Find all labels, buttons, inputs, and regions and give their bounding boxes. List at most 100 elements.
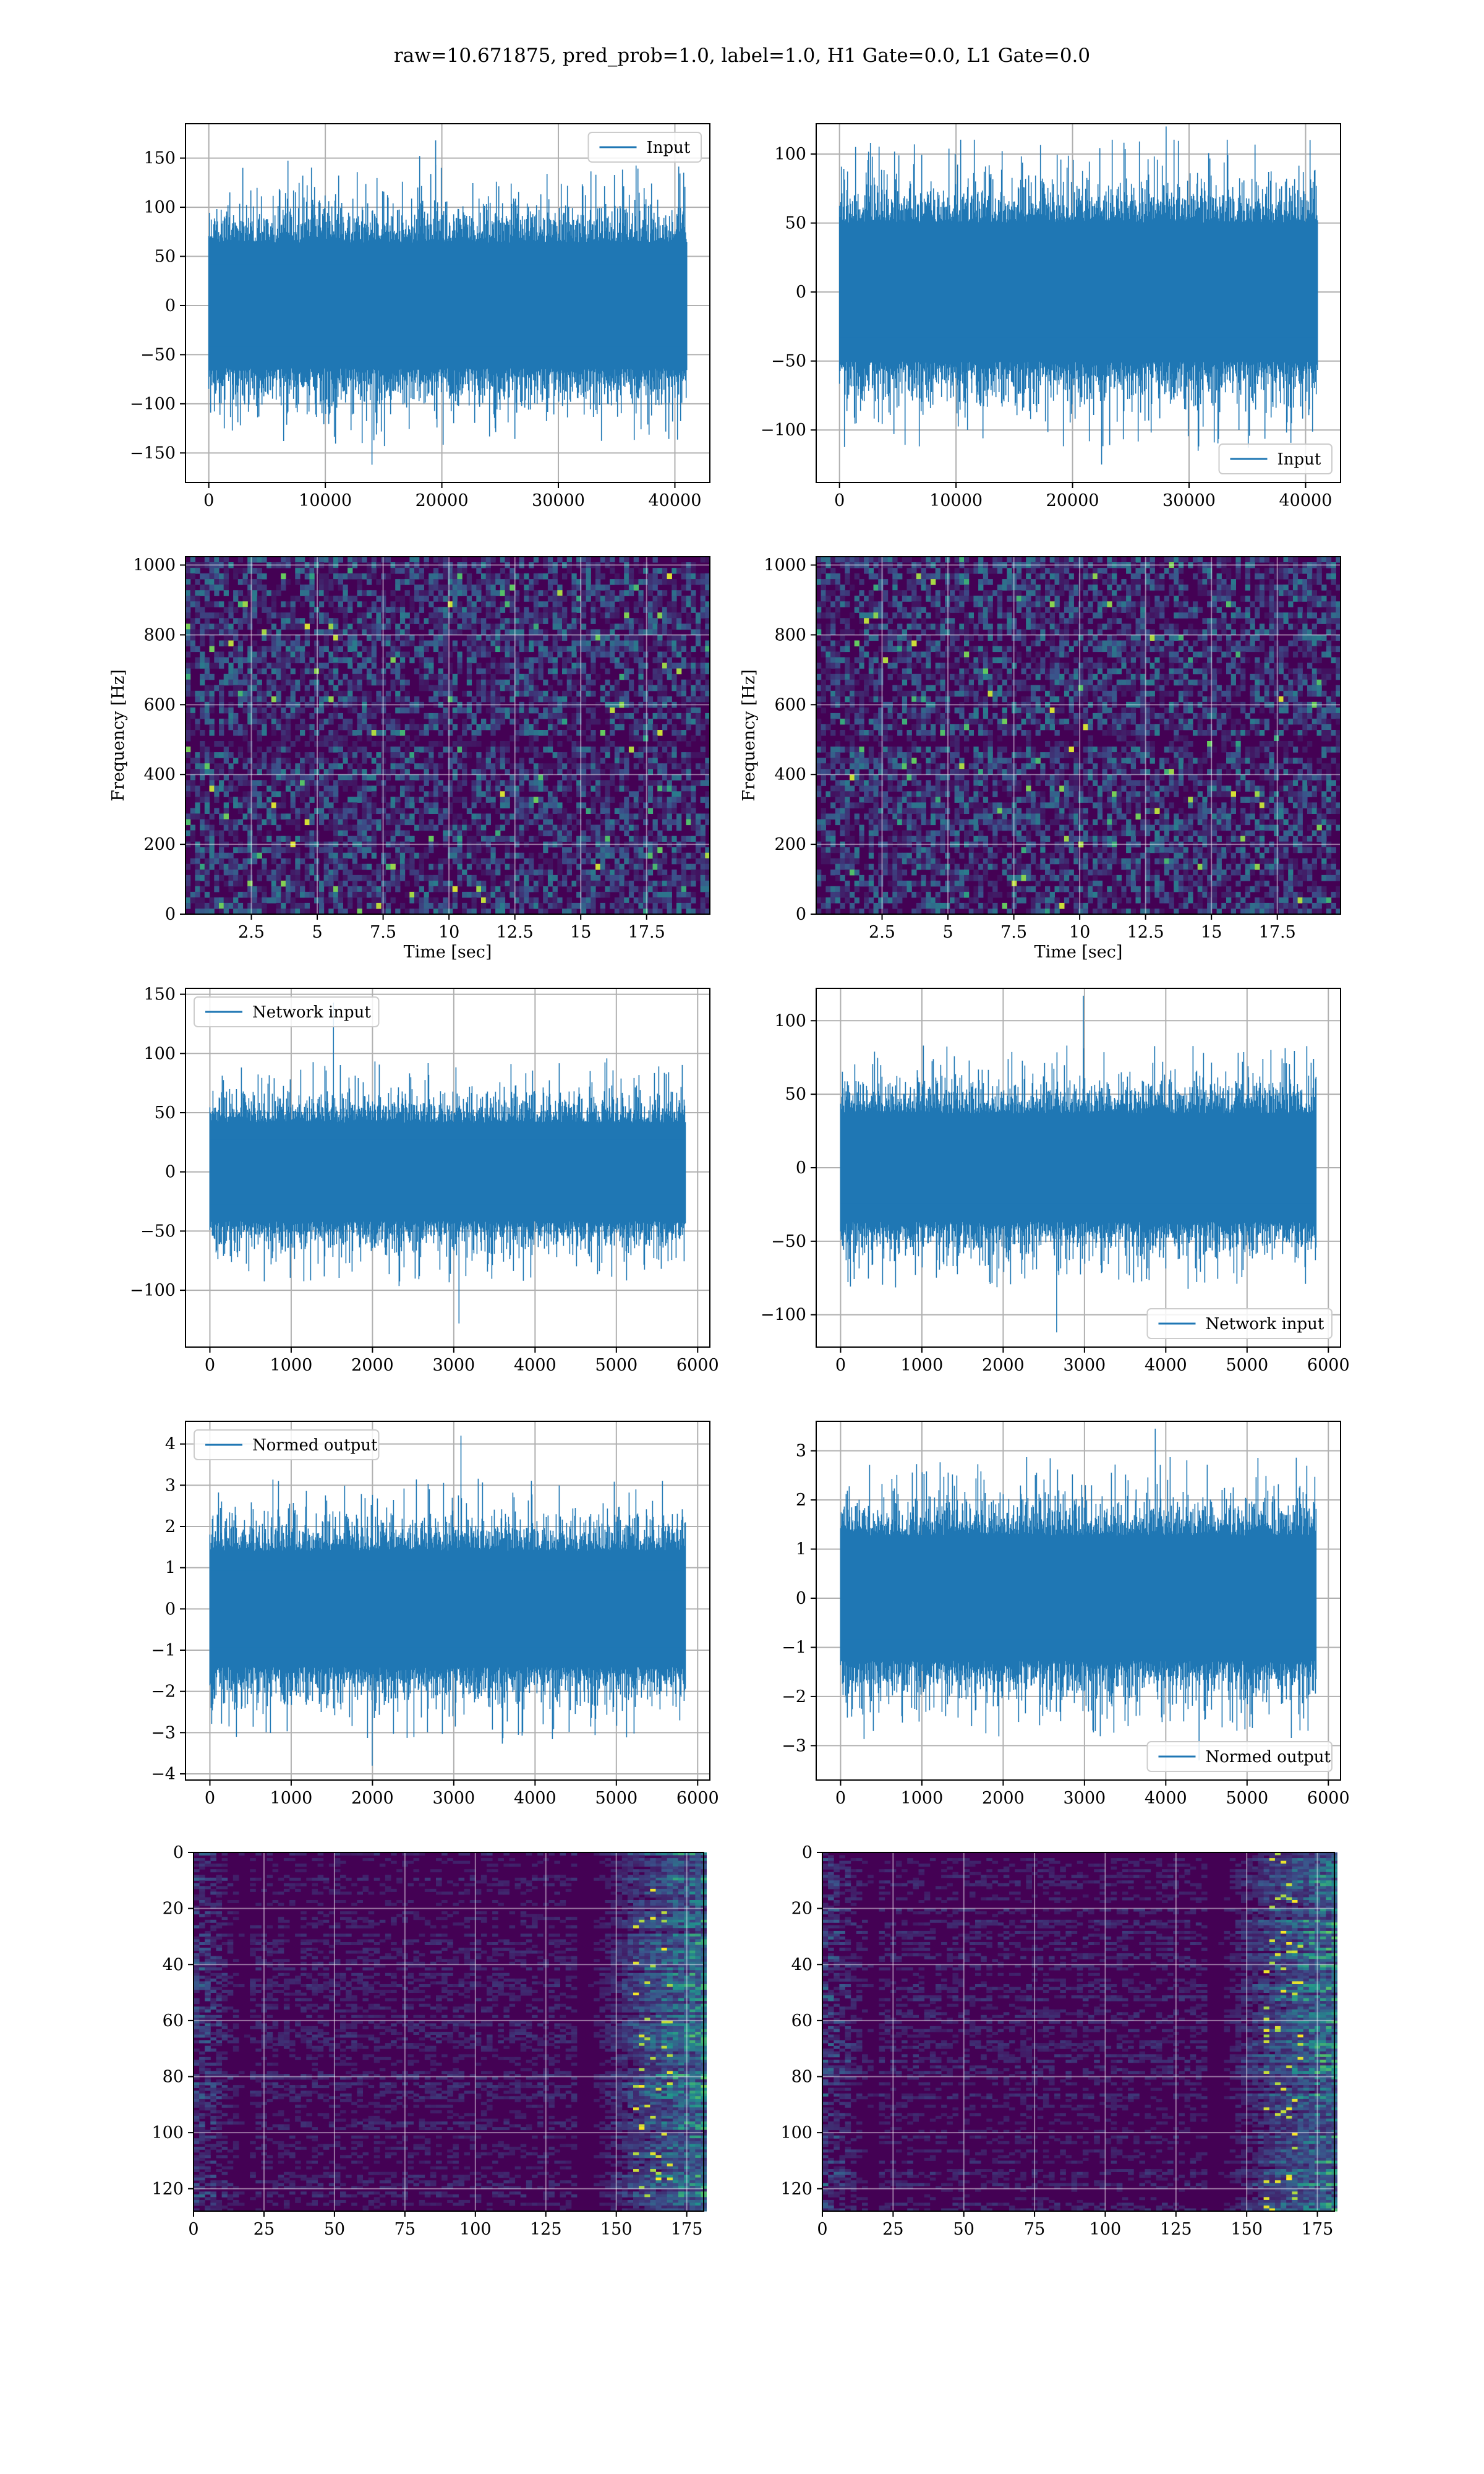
heatmap-cell: [399, 612, 406, 618]
heatmap-cell: [452, 858, 458, 865]
heatmap-cell: [204, 690, 210, 697]
heatmap-cell: [500, 802, 506, 808]
heatmap-cell: [281, 601, 286, 607]
heatmap-cell: [471, 730, 477, 736]
heatmap-cell: [571, 679, 577, 686]
heatmap-cell: [276, 662, 281, 669]
heatmap-cell: [547, 646, 553, 653]
heatmap-cell: [395, 629, 401, 635]
heatmap-cell: [1245, 579, 1251, 585]
heatmap-cell: [825, 579, 831, 585]
heatmap-cell: [681, 679, 686, 686]
heatmap-cell: [267, 690, 272, 697]
heatmap-cell: [452, 618, 458, 624]
heatmap-cell: [519, 902, 524, 909]
heatmap-cell: [371, 902, 377, 909]
heatmap-cell: [433, 612, 439, 618]
heatmap-cell: [228, 724, 234, 730]
heatmap-cell: [959, 573, 965, 580]
heatmap-cell: [362, 707, 367, 714]
heatmap-cell: [314, 557, 320, 563]
heatmap-cell: [505, 618, 510, 624]
heatmap-cell: [705, 880, 710, 887]
heatmap-cell: [290, 668, 296, 675]
heatmap-cell: [600, 869, 605, 876]
heatmap-cell: [271, 696, 277, 703]
heatmap-cell: [591, 747, 596, 753]
heatmap-cell: [223, 707, 229, 714]
heatmap-cell: [323, 674, 329, 680]
heatmap-cell: [348, 640, 353, 647]
heatmap-cell: [1126, 568, 1132, 574]
heatmap-cell: [323, 618, 329, 624]
heatmap-cell: [314, 612, 320, 618]
heatmap-cell: [619, 696, 625, 703]
heatmap-cell: [323, 852, 329, 859]
heatmap-cell: [552, 612, 558, 618]
heatmap-cell: [691, 909, 696, 915]
heatmap-cell: [371, 836, 377, 842]
heatmap-cell: [271, 785, 277, 792]
heatmap-cell: [529, 852, 534, 859]
heatmap-cell: [395, 635, 401, 641]
heatmap-cell: [352, 640, 358, 647]
heatmap-cell: [605, 841, 610, 848]
heatmap-cell: [300, 891, 305, 898]
heatmap-cell: [318, 601, 325, 607]
heatmap-cell: [500, 741, 506, 747]
heatmap-cell: [381, 635, 386, 641]
heatmap-cell: [471, 735, 477, 742]
heatmap-cell: [652, 891, 658, 898]
heatmap-cell: [381, 640, 386, 647]
heatmap-cell: [204, 674, 210, 680]
heatmap-cell: [448, 601, 453, 607]
heatmap-cell: [257, 707, 262, 714]
heatmap-cell: [529, 819, 534, 826]
heatmap-cell: [510, 584, 515, 591]
heatmap-cell: [662, 618, 668, 624]
heatmap-cell: [424, 662, 429, 669]
heatmap-cell: [309, 584, 315, 591]
heatmap-cell: [562, 657, 568, 664]
figure-title: raw=10.671875, pred_prob=1.0, label=1.0,…: [393, 45, 1091, 67]
heatmap-cell: [309, 841, 315, 848]
heatmap-cell: [821, 584, 826, 591]
heatmap-cell: [691, 863, 696, 870]
heatmap-cell: [547, 813, 553, 820]
heatmap-cell: [514, 690, 520, 697]
heatmap-cell: [409, 557, 415, 563]
heatmap-cell: [552, 791, 558, 797]
heatmap-cell: [186, 674, 191, 680]
heatmap-cell: [414, 797, 420, 803]
heatmap-cell: [200, 824, 205, 831]
heatmap-cell: [399, 813, 406, 820]
heatmap-cell: [614, 863, 620, 870]
heatmap-cell: [610, 819, 615, 826]
heatmap-cell: [247, 836, 253, 842]
heatmap-cell: [1202, 590, 1208, 596]
heatmap-cell: [271, 869, 277, 876]
heatmap-cell: [452, 774, 458, 781]
heatmap-cell: [348, 701, 353, 708]
heatmap-cell: [448, 902, 453, 909]
heatmap-cell: [576, 891, 582, 898]
heatmap-cell: [619, 623, 625, 630]
heatmap-cell: [366, 707, 372, 714]
heatmap-cell: [409, 774, 415, 781]
heatmap-cell: [610, 651, 615, 658]
heatmap-cell: [500, 579, 506, 585]
heatmap-cell: [686, 568, 691, 574]
heatmap-cell: [328, 557, 334, 563]
heatmap-cell: [252, 713, 258, 719]
heatmap-cell: [433, 802, 439, 808]
heatmap-cell: [705, 769, 710, 775]
heatmap-cell: [571, 651, 577, 658]
heatmap-cell: [605, 797, 610, 803]
heatmap-cell: [595, 797, 601, 803]
heatmap-cell: [619, 852, 625, 859]
heatmap-cell: [404, 701, 410, 708]
heatmap-cell: [628, 629, 634, 635]
heatmap-cell: [1135, 573, 1141, 580]
heatmap-cell: [457, 651, 463, 658]
heatmap-cell: [452, 685, 458, 691]
